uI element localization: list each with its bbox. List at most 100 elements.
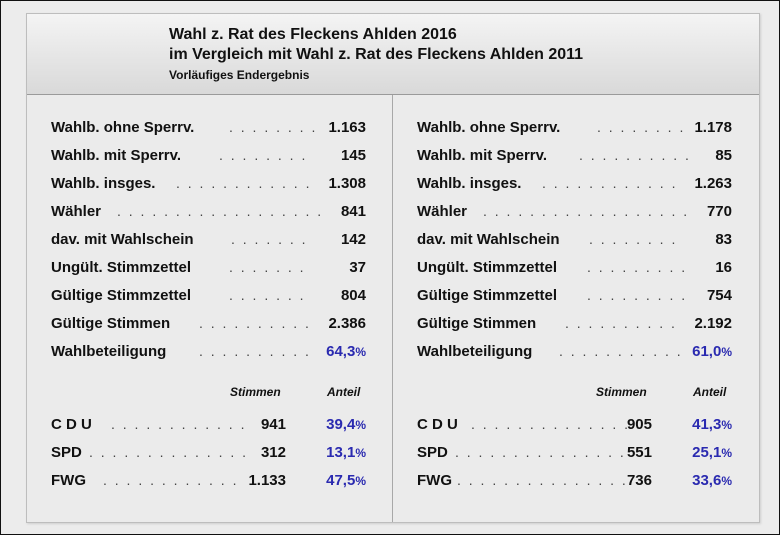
party-row: C D U . . . . . . . . . . . . . . 905 41… <box>417 416 757 438</box>
party-label: SPD <box>417 444 448 461</box>
stat-label: dav. mit Wahlschein <box>51 231 194 248</box>
stat-row: Wahlb. mit Sperrv. . . . . . . . . 145 <box>51 147 391 169</box>
turnout-number: 64,3 <box>326 343 356 360</box>
party-share-number: 13,1 <box>326 444 356 461</box>
party-row: SPD . . . . . . . . . . . . . . 312 13,1… <box>51 444 391 466</box>
leader-dots: . . . . . . . . . . . . <box>176 175 312 191</box>
leader-dots: . . . . . . . . . <box>587 287 688 303</box>
stat-row: Gültige Stimmzettel . . . . . . . 804 <box>51 287 391 309</box>
leader-dots: . . . . . . . . . . . . . . . <box>457 472 628 488</box>
leader-dots: . . . . . . . . . <box>587 259 688 275</box>
stat-row: Gültige Stimmen . . . . . . . . . . 2.38… <box>51 315 391 337</box>
stat-row: Wahlbeteiligung . . . . . . . . . . . 61… <box>417 343 757 365</box>
percent-sign: % <box>721 446 732 460</box>
stat-value: 37 <box>349 259 366 276</box>
stat-value: 1.308 <box>328 175 366 192</box>
percent-sign: % <box>355 345 366 359</box>
stat-label: dav. mit Wahlschein <box>417 231 560 248</box>
stat-label: Gültige Stimmzettel <box>417 287 558 304</box>
column-divider <box>392 95 393 522</box>
stat-label: Wahlb. ohne Sperrv. <box>51 119 195 136</box>
stat-label: Wahlb. mit Sperrv. <box>51 147 182 164</box>
page-title: Wahl z. Rat des Fleckens Ahlden 2016 <box>169 26 457 43</box>
stat-row: Gültige Stimmen . . . . . . . . . . 2.19… <box>417 315 757 337</box>
party-share-number: 33,6 <box>692 472 722 489</box>
party-votes: 551 <box>626 444 652 461</box>
leader-dots: . . . . . . . . . . . . . . <box>89 444 249 460</box>
stat-value: 85 <box>715 147 732 164</box>
leader-dots: . . . . . . . . . . . . <box>111 416 247 432</box>
leader-dots: . . . . . . . . . . . . . . . <box>455 444 626 460</box>
leader-dots: . . . . . . . <box>229 259 306 275</box>
leader-dots: . . . . . . . . . . <box>565 315 677 331</box>
party-share: 13,1% <box>326 444 366 461</box>
stat-row: Wahlb. insges. . . . . . . . . . . . . 1… <box>51 175 391 197</box>
results-panel: Wahl z. Rat des Fleckens Ahlden 2016 im … <box>26 13 760 523</box>
stat-row: dav. mit Wahlschein . . . . . . . 142 <box>51 231 391 253</box>
share-column-header: Anteil <box>327 385 361 399</box>
turnout-value: 61,0% <box>692 343 732 360</box>
stat-label: Gültige Stimmen <box>51 315 171 332</box>
stat-label: Wähler <box>51 203 102 220</box>
leader-dots: . . . . . . . . . . . . . . <box>471 416 631 432</box>
party-share: 25,1% <box>692 444 732 461</box>
stat-row: Wähler . . . . . . . . . . . . . . . . .… <box>51 203 391 225</box>
stat-label: Wahlbeteiligung <box>51 343 167 360</box>
leader-dots: . . . . . . . . <box>589 231 678 247</box>
stat-label: Gültige Stimmzettel <box>51 287 192 304</box>
stat-value: 754 <box>706 287 732 304</box>
percent-sign: % <box>355 446 366 460</box>
percent-sign: % <box>721 474 732 488</box>
leader-dots: . . . . . . . . . . . . . . . . . . <box>483 203 690 219</box>
stat-value: 1.263 <box>694 175 732 192</box>
party-row: SPD . . . . . . . . . . . . . . . 551 25… <box>417 444 757 466</box>
leader-dots: . . . . . . . . . . . . . . . . . . <box>117 203 324 219</box>
stat-value: 841 <box>340 203 366 220</box>
status-subtitle: Vorläufiges Endergebnis <box>169 68 310 82</box>
stat-value: 770 <box>706 203 732 220</box>
party-votes: 941 <box>260 416 286 433</box>
stat-value: 145 <box>340 147 366 164</box>
party-share-number: 41,3 <box>692 416 722 433</box>
party-share: 47,5% <box>326 472 366 489</box>
stat-value: 2.386 <box>328 315 366 332</box>
stat-label: Wahlb. ohne Sperrv. <box>417 119 561 136</box>
party-row: FWG . . . . . . . . . . . . . . . 736 33… <box>417 472 757 494</box>
party-votes: 905 <box>626 416 652 433</box>
stat-label: Ungült. Stimmzettel <box>417 259 558 276</box>
results-header: Wahl z. Rat des Fleckens Ahlden 2016 im … <box>27 14 759 95</box>
party-votes: 312 <box>260 444 286 461</box>
stat-label: Wahlb. insges. <box>51 175 156 192</box>
stat-row: Wahlb. mit Sperrv. . . . . . . . . . . 8… <box>417 147 757 169</box>
leader-dots: . . . . . . . . . . . . <box>103 472 239 488</box>
turnout-number: 61,0 <box>692 343 722 360</box>
party-share-number: 47,5 <box>326 472 356 489</box>
stat-row: Wahlb. ohne Sperrv. . . . . . . . . 1.17… <box>417 119 757 141</box>
percent-sign: % <box>721 345 732 359</box>
party-votes: 736 <box>626 472 652 489</box>
stat-row: Wahlb. insges. . . . . . . . . . . . . 1… <box>417 175 757 197</box>
leader-dots: . . . . . . . <box>231 231 308 247</box>
percent-sign: % <box>355 418 366 432</box>
party-label: C D U <box>51 416 92 433</box>
stat-value: 2.192 <box>694 315 732 332</box>
stat-value: 1.163 <box>328 119 366 136</box>
percent-sign: % <box>721 418 732 432</box>
turnout-value: 64,3% <box>326 343 366 360</box>
stat-label: Wahlbeteiligung <box>417 343 533 360</box>
stat-label: Ungült. Stimmzettel <box>51 259 192 276</box>
leader-dots: . . . . . . . . <box>597 119 686 135</box>
party-votes: 1.133 <box>248 472 286 489</box>
leader-dots: . . . . . . . . . . <box>199 315 311 331</box>
party-label: FWG <box>417 472 452 489</box>
stat-row: Gültige Stimmzettel . . . . . . . . . 75… <box>417 287 757 309</box>
stat-row: Ungült. Stimmzettel . . . . . . . 37 <box>51 259 391 281</box>
leader-dots: . . . . . . . . . . . . <box>542 175 678 191</box>
stat-row: Wahlb. ohne Sperrv. . . . . . . . . 1.16… <box>51 119 391 141</box>
stat-label: Gültige Stimmen <box>417 315 537 332</box>
page-title-comparison: im Vergleich mit Wahl z. Rat des Flecken… <box>169 46 584 63</box>
party-row: C D U . . . . . . . . . . . . 941 39,4% <box>51 416 391 438</box>
stat-row: dav. mit Wahlschein . . . . . . . . 83 <box>417 231 757 253</box>
party-share: 39,4% <box>326 416 366 433</box>
